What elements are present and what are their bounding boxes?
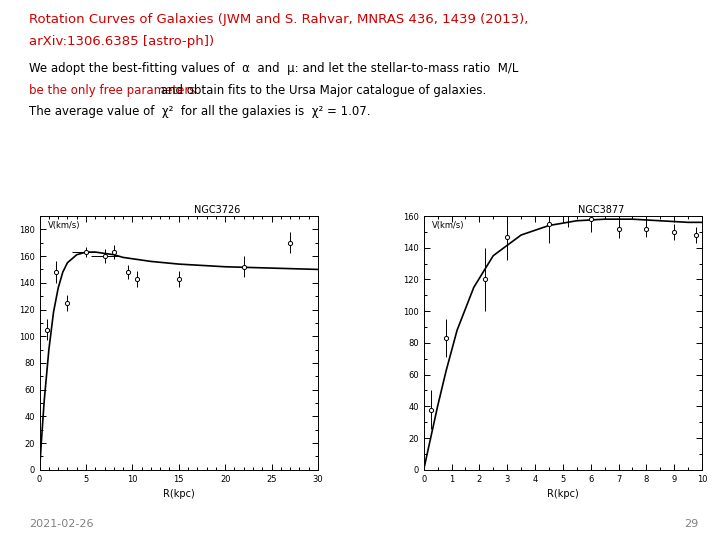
Text: Rotation Curves of Galaxies (JWM and S. Rahvar, MNRAS 436, 1439 (2013),: Rotation Curves of Galaxies (JWM and S. …	[29, 14, 528, 26]
Text: 29: 29	[684, 519, 698, 529]
Text: V(km/s): V(km/s)	[48, 221, 81, 230]
Text: NGC3726: NGC3726	[194, 205, 240, 215]
Text: The average value of  χ²  for all the galaxies is  χ² = 1.07.: The average value of χ² for all the gala…	[29, 105, 370, 118]
X-axis label: R(kpc): R(kpc)	[163, 489, 194, 499]
Text: 2021-02-26: 2021-02-26	[29, 519, 94, 529]
Text: be the only free parameters: be the only free parameters	[29, 84, 195, 97]
Text: V(km/s): V(km/s)	[432, 221, 464, 230]
Text: and obtain fits to the Ursa Major catalogue of galaxies.: and obtain fits to the Ursa Major catalo…	[157, 84, 486, 97]
Text: We adopt the best-fitting values of  α  and  μ: and let the stellar-to-mass rati: We adopt the best-fitting values of α an…	[29, 62, 518, 75]
Text: arXiv:1306.6385 [astro-ph]): arXiv:1306.6385 [astro-ph])	[29, 35, 214, 48]
Text: NGC3877: NGC3877	[577, 205, 624, 215]
X-axis label: R(kpc): R(kpc)	[547, 489, 579, 499]
